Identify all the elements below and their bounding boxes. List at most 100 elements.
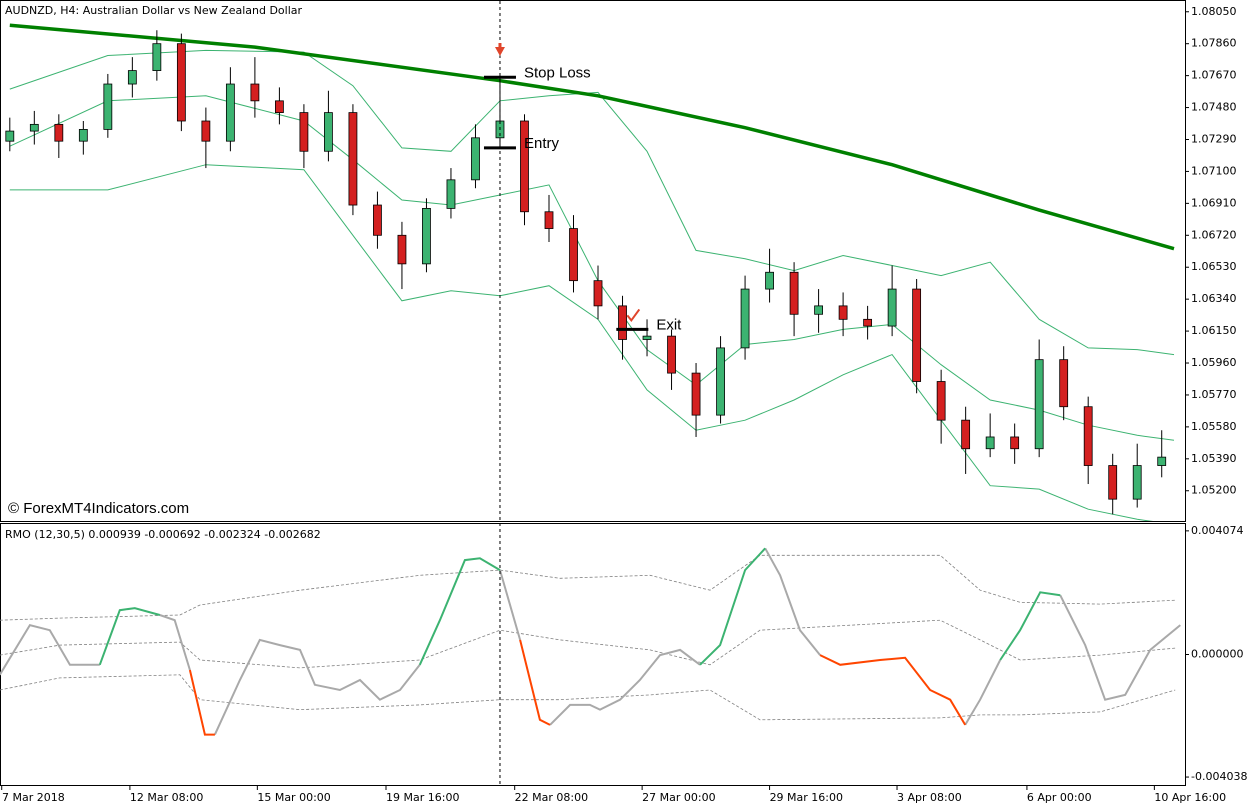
candle-body [912,288,922,382]
y-tick-label: 1.07290 [1191,132,1237,145]
y-tick-label: 0.000000 [1191,648,1244,661]
candle-body [1157,456,1167,466]
x-tick-label: 29 Mar 16:00 [770,791,843,804]
candle-body [667,335,676,374]
annotation: Entry [524,135,560,152]
candle-body [520,120,529,213]
x-tick-label: 22 Mar 08:00 [515,791,588,804]
candle-body [1059,359,1069,408]
candle-body [29,123,39,132]
candle-body [1132,465,1142,500]
candle-body [985,436,995,450]
y-tick-label: 0.004074 [1191,524,1244,537]
candle-body [936,381,946,421]
rmo-frame [0,523,1186,786]
candle-body [863,318,873,327]
candle-body [618,305,627,340]
candle-body [642,335,652,340]
x-tick-label: 3 Apr 08:00 [897,791,962,804]
candle-body [78,129,88,142]
annotation: Stop Loss [524,64,591,81]
y-tick-label: 1.06720 [1191,228,1237,241]
rmo-line [98,547,1061,666]
x-tick-label: 7 Mar 2018 [2,791,65,804]
y-tick-label: 1.05960 [1191,356,1237,369]
candle-body [373,204,382,236]
y-tick-label: 1.06910 [1191,196,1237,209]
y-tick-label: 1.06150 [1191,324,1237,337]
y-tick-label: 1.05580 [1191,420,1237,433]
rmo-title: RMO (12,30,5) 0.000939 -0.000692 -0.0023… [5,528,321,541]
band-line [0,554,1176,621]
x-tick-label: 12 Mar 08:00 [130,791,203,804]
band-line [0,674,1176,721]
x-tick-label: 15 Mar 00:00 [257,791,330,804]
annotation: Exit [656,316,682,333]
candle-body [961,419,971,450]
candle-body [225,83,235,142]
y-tick-label: 1.07100 [1191,164,1237,177]
candle-body [275,100,284,114]
candle-body [1083,406,1093,466]
candle-body [716,347,725,416]
y-tick-label: -0.004038 [1191,770,1247,783]
y-tick-label: 1.08050 [1191,5,1237,18]
candle-body [446,179,456,209]
candle-body [691,372,701,416]
candle-body [814,305,823,315]
indicator-line [9,23,1175,251]
candle-body [1034,359,1044,450]
candle-body [765,271,774,290]
indicator-line [9,95,1175,441]
y-tick-label: 1.05200 [1191,484,1237,497]
x-tick-label: 6 Apr 00:00 [1027,791,1092,804]
candle-body [544,211,554,229]
candle-body [299,112,309,152]
y-tick-label: 1.07480 [1191,101,1237,114]
candle-body [54,123,64,142]
candle-body [569,228,578,282]
candle-body [152,43,162,71]
band-line [0,619,1176,669]
y-tick-label: 1.05770 [1191,388,1237,401]
candle-body [397,234,407,265]
candle-body [593,280,603,307]
exit-check [626,308,641,323]
candle-body [250,83,260,102]
indicator-line [9,49,1175,356]
signal-arrow [494,43,505,56]
rmo-line [0,547,1181,736]
rmo-line [188,639,967,736]
candle-body [471,137,480,181]
candle-body [838,305,848,320]
y-tick-label: 1.06530 [1191,260,1237,273]
candle-body [422,207,431,265]
rmo-plot [0,547,1181,736]
y-tick-label: 1.07860 [1191,37,1237,50]
candle-body [127,70,137,85]
main-frame [0,0,1186,522]
x-tick-label: 27 Mar 00:00 [642,791,715,804]
x-tick-label: 10 Apr 16:00 [1154,791,1226,804]
y-tick-label: 1.06340 [1191,292,1237,305]
y-tick-label: 1.07670 [1191,69,1237,82]
watermark: © ForexMT4Indicators.com [8,500,189,517]
candle-body [103,83,113,130]
chart-title: AUDNZD, H4: Australian Dollar vs New Zea… [5,4,303,17]
x-tick-label: 19 Mar 16:00 [386,791,459,804]
candle-body [1010,436,1020,450]
candle-body [887,288,897,327]
candle-body [348,112,358,206]
y-tick-label: 1.05390 [1191,452,1237,465]
candle-body [740,288,750,349]
indicator-line [9,164,1154,521]
candle-body [789,271,799,315]
price-plot [5,23,1175,521]
candle-body [1108,465,1118,500]
candle-body [201,120,211,142]
candle-body [324,112,333,152]
candle-body [5,130,15,142]
axes: 1.08050 1.07860 1.07670 1.07480 1.07290 1.071… [1,5,1247,804]
candle-body [176,43,186,122]
